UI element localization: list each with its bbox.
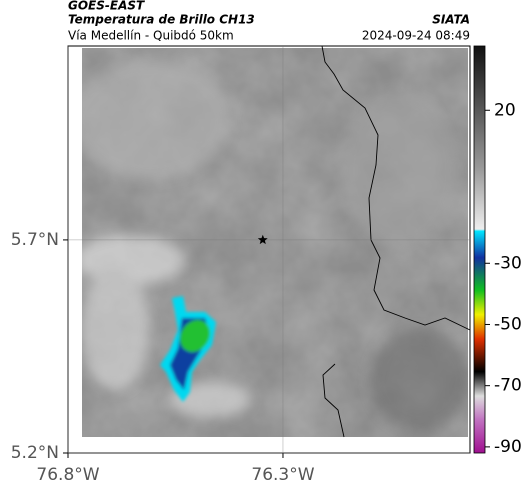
satellite-image [82,48,468,437]
location-marker [257,234,268,245]
colorbar [473,45,486,454]
colorbar-tick-label: 20 [494,100,516,120]
colorbar-tick-label: -50 [494,314,522,334]
colorbar-tick-label: -90 [494,437,522,457]
header: GOES-EAST Temperatura de Brillo CH13 Vía… [68,0,470,43]
colorbar-tick-label: -30 [494,253,522,273]
borders [321,45,471,438]
colorbar-tick-label: -70 [494,376,522,396]
y-tick-label: 5.2°N [11,443,59,463]
x-tick-label: 76.8°W [36,465,99,485]
x-tick-label: 76.3°W [251,465,314,485]
source: GOES-EAST [68,0,145,13]
subtitle: Vía Medellín - Quibdó 50km [68,29,234,43]
title: Temperatura de Brillo CH13 [68,13,255,27]
y-tick-label: 5.7°N [11,230,59,250]
timestamp: 2024-09-24 08:49 [362,29,470,43]
agency: SIATA [432,13,470,27]
